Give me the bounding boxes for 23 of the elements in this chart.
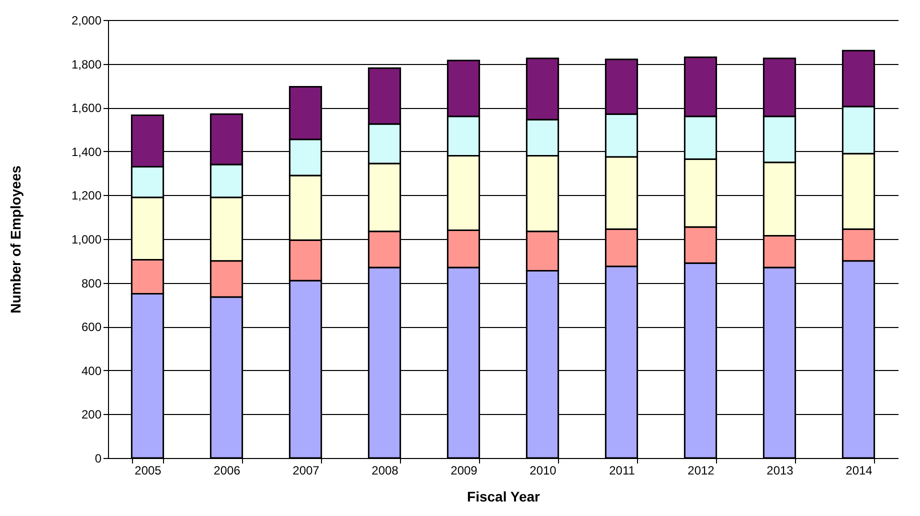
y-axis-title: Number of Employees: [7, 165, 24, 314]
y-tick-label: 200: [81, 408, 102, 422]
y-tick-label: 1,000: [71, 232, 102, 246]
y-tick-label: 1,800: [71, 57, 102, 72]
y-tick-label: 1,400: [71, 144, 102, 159]
x-tick-label: 2011: [609, 464, 636, 478]
y-tick-label: 600: [81, 320, 102, 334]
y-tick-label: 0: [94, 452, 102, 466]
x-axis-title: Fiscal Year: [467, 488, 541, 504]
x-tick-label: 2010: [530, 464, 557, 478]
x-tick-label: 2012: [688, 464, 715, 478]
x-tick-label: 2005: [134, 464, 162, 478]
x-tick-label: 2013: [766, 464, 794, 478]
x-tick-label: 2014: [846, 464, 873, 478]
x-tick-label: 2009: [450, 464, 478, 478]
y-tick-label: 1,200: [71, 188, 102, 203]
y-tick-label: 400: [81, 364, 102, 378]
x-tick-label: 2007: [292, 464, 320, 478]
x-tick-label: 2006: [214, 464, 241, 478]
y-tick-label: 1,600: [71, 101, 102, 116]
y-tick-label: 2,000: [71, 14, 102, 28]
x-tick-label: 2008: [372, 464, 399, 478]
y-tick-label: 800: [81, 276, 102, 290]
